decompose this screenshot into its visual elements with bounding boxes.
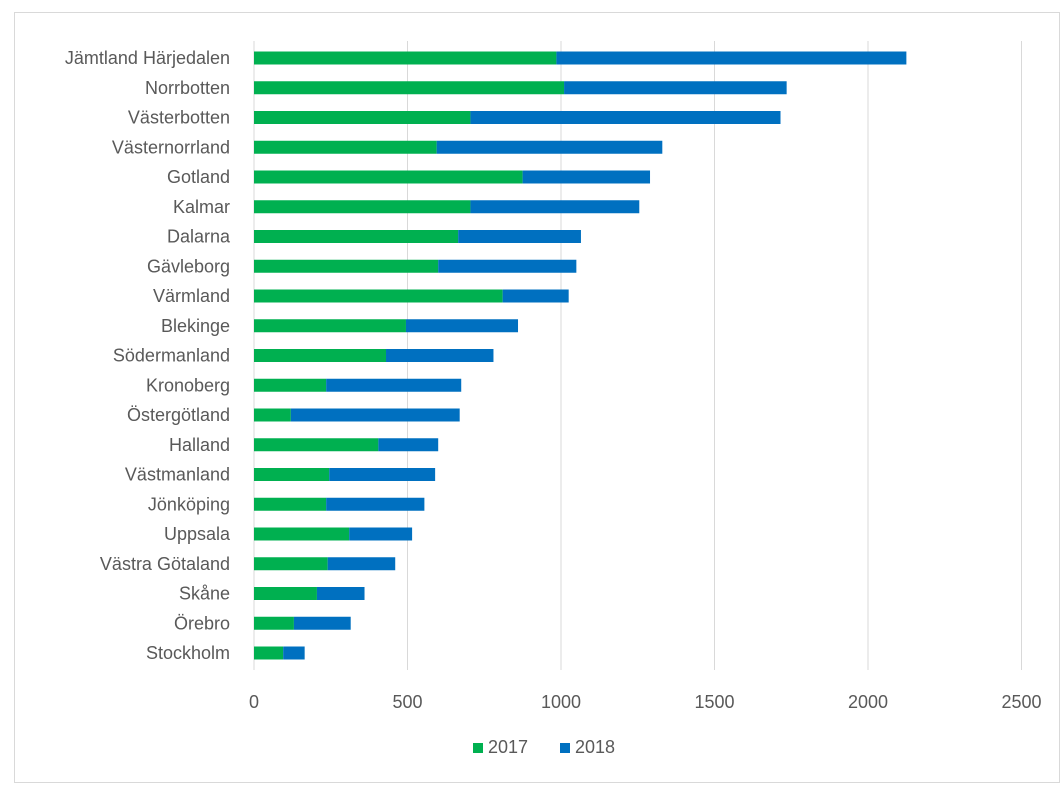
category-label: Södermanland: [113, 346, 230, 366]
bar-2017-10: [254, 349, 387, 362]
bar-2018-17: [327, 557, 396, 571]
bar-2018-4: [522, 170, 651, 184]
bar-2017-17: [254, 557, 328, 571]
bar-2018-19: [293, 616, 351, 630]
bar-2017-0: [254, 51, 557, 65]
bar-2018-3: [436, 140, 663, 154]
category-label: Skåne: [179, 584, 230, 604]
legend-swatch: [473, 743, 483, 753]
bar-2018-10: [386, 349, 494, 362]
bar-2018-18: [316, 587, 365, 600]
category-label: Halland: [169, 435, 230, 455]
bar-2018-12: [290, 408, 460, 422]
bar-2018-16: [349, 527, 413, 541]
bar-2018-2: [470, 111, 781, 124]
bar-2017-5: [254, 200, 471, 214]
category-label: Gävleborg: [147, 256, 230, 276]
category-label: Norrbotten: [145, 78, 230, 98]
category-label: Örebro: [174, 613, 230, 633]
bar-2017-11: [254, 378, 327, 392]
x-tick-label: 2000: [848, 692, 888, 712]
bars: [254, 51, 907, 660]
x-tick-label: 2500: [1001, 692, 1041, 712]
bar-2017-4: [254, 170, 523, 184]
bar-2018-20: [283, 646, 305, 660]
bar-2017-18: [254, 587, 317, 600]
bar-2018-7: [438, 259, 577, 273]
category-label: Jämtland Härjedalen: [65, 48, 230, 68]
bar-2018-11: [326, 378, 462, 392]
category-label: Stockholm: [146, 643, 230, 663]
category-label: Östergötland: [127, 405, 230, 425]
x-tick-label: 0: [249, 692, 259, 712]
bar-2017-12: [254, 408, 291, 422]
category-label: Värmland: [153, 286, 230, 306]
bar-2017-19: [254, 616, 294, 630]
bar-2017-8: [254, 289, 503, 303]
x-tick-labels: 0 500 1000 1500 2000 2500: [249, 692, 1042, 712]
x-tick-label: 1500: [694, 692, 734, 712]
legend-swatch: [560, 743, 570, 753]
legend-label: 2018: [575, 737, 615, 757]
category-label: Västernorrland: [112, 137, 230, 157]
x-tick-label: 500: [392, 692, 422, 712]
bar-2017-16: [254, 527, 350, 541]
bar-2017-1: [254, 81, 565, 95]
bar-2018-15: [326, 497, 425, 511]
category-label: Dalarna: [167, 227, 231, 247]
category-label: Jönköping: [148, 494, 230, 514]
bar-chart: Jämtland Härjedalen Norrbotten Västerbotte…: [65, 41, 1042, 757]
category-label: Västerbotten: [128, 108, 230, 128]
category-label: Uppsala: [164, 524, 231, 544]
category-label: Västra Götaland: [100, 554, 230, 574]
bar-2018-5: [470, 200, 640, 214]
legend-label: 2017: [488, 737, 528, 757]
category-label: Västmanland: [125, 465, 230, 485]
bar-2018-9: [405, 319, 519, 333]
bar-2017-14: [254, 468, 330, 481]
category-label: Gotland: [167, 167, 230, 187]
bar-2017-13: [254, 438, 379, 452]
bar-2018-8: [502, 289, 569, 303]
bar-2017-20: [254, 646, 284, 660]
category-label: Kalmar: [173, 197, 230, 217]
chart-frame: Jämtland Härjedalen Norrbotten Västerbotte…: [14, 12, 1060, 783]
category-label: Kronoberg: [146, 375, 230, 395]
bar-2018-1: [564, 81, 787, 95]
bar-2017-3: [254, 140, 437, 154]
bar-2017-9: [254, 319, 406, 333]
bar-2018-14: [329, 468, 436, 481]
bar-2018-6: [458, 230, 581, 243]
bar-2018-13: [378, 438, 439, 452]
bar-2018-0: [556, 51, 907, 65]
x-tick-label: 1000: [541, 692, 581, 712]
category-label: Blekinge: [161, 316, 230, 336]
bar-2017-7: [254, 259, 439, 273]
bar-2017-6: [254, 230, 459, 243]
category-labels: Jämtland Härjedalen Norrbotten Västerbotte…: [65, 48, 231, 663]
bar-2017-2: [254, 111, 471, 124]
legend: 2017 2018: [473, 737, 615, 757]
bar-2017-15: [254, 497, 327, 511]
